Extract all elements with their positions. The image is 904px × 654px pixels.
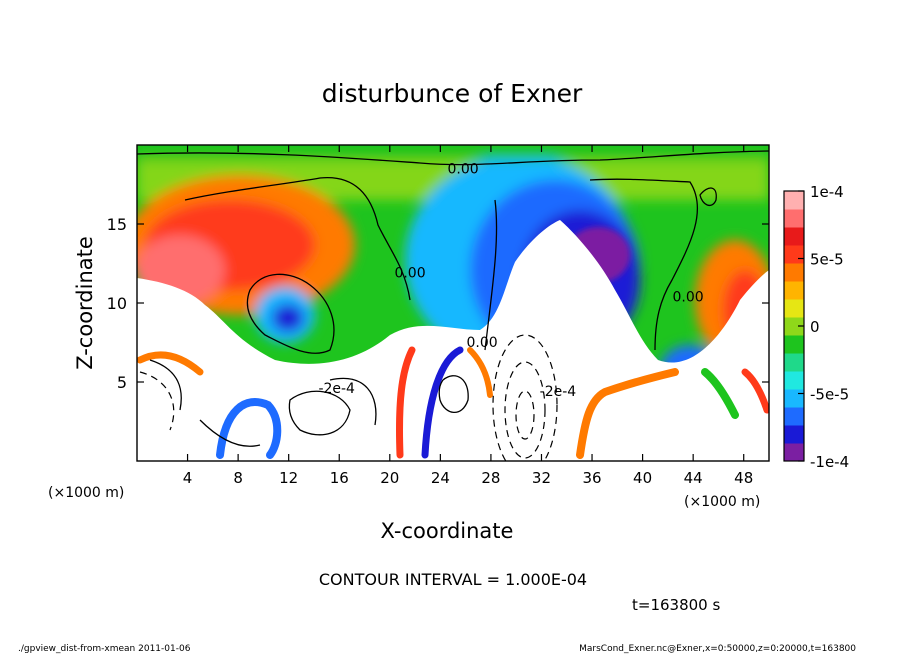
colorbar-swatch bbox=[784, 371, 804, 390]
colorbar-swatch bbox=[784, 209, 804, 228]
colorbar-swatch bbox=[784, 281, 804, 300]
colorbar-swatch bbox=[784, 191, 804, 210]
footer-left: ./gpview_dist-from-xmean 2011-01-06 bbox=[18, 644, 191, 654]
colorbar-swatch bbox=[784, 353, 804, 372]
time-label: t=163800 s bbox=[632, 596, 720, 614]
x-tick-label: 4 bbox=[183, 469, 193, 487]
colorbar-swatch bbox=[784, 317, 804, 336]
contour-label: -2e-4 bbox=[318, 381, 355, 397]
colorbar-tick-label: -5e-5 bbox=[810, 386, 849, 404]
colorbar-tick-label: 1e-4 bbox=[810, 183, 844, 201]
colorbar bbox=[783, 190, 805, 462]
contour-label: 0.00 bbox=[448, 161, 479, 177]
x-tick-label: 20 bbox=[380, 469, 399, 487]
contour-interval: CONTOUR INTERVAL = 1.000E-04 bbox=[319, 570, 587, 589]
x-axis-unit: (×1000 m) bbox=[684, 494, 760, 510]
footer-right: MarsCond_Exner.nc@Exner,x=0:50000,z=0:20… bbox=[579, 644, 856, 654]
x-tick-label: 24 bbox=[431, 469, 450, 487]
contour-label: 0.00 bbox=[394, 266, 425, 282]
x-axis-ticks: 4 8 12 16 20 24 28 32 36 40 44 48 bbox=[183, 145, 753, 487]
colorbar-swatch bbox=[784, 407, 804, 426]
contour-labels: 0.00 0.00 0.00 0.00 -2e-4 -2e-4 bbox=[318, 161, 703, 400]
contour-label: 0.00 bbox=[673, 289, 704, 305]
colorbar-swatch bbox=[784, 227, 804, 246]
x-tick-label: 8 bbox=[233, 469, 243, 487]
colorbar-swatch bbox=[784, 425, 804, 444]
x-axis-label: X-coordinate bbox=[381, 519, 514, 543]
x-tick-label: 16 bbox=[330, 469, 349, 487]
chart-title: disturbunce of Exner bbox=[322, 79, 583, 108]
colorbar-swatch bbox=[784, 443, 804, 462]
colorbar-swatch bbox=[784, 335, 804, 354]
x-tick-label: 44 bbox=[684, 469, 703, 487]
colorbar-swatch bbox=[784, 245, 804, 264]
x-tick-label: 36 bbox=[582, 469, 601, 487]
colorbar-tick-label: -1e-4 bbox=[810, 453, 849, 471]
x-tick-label: 48 bbox=[734, 469, 753, 487]
x-tick-label: 12 bbox=[279, 469, 298, 487]
colorbar-tick-label: 5e-5 bbox=[810, 251, 844, 269]
contour-label: -2e-4 bbox=[540, 384, 577, 400]
contour-label: 0.00 bbox=[466, 335, 497, 351]
colorbar-swatch bbox=[784, 263, 804, 282]
x-tick-label: 28 bbox=[481, 469, 500, 487]
y-axis-unit: (×1000 m) bbox=[48, 485, 124, 501]
colorbar-tick-label: 0 bbox=[810, 318, 820, 336]
colorbar-swatch bbox=[784, 299, 804, 318]
x-tick-label: 32 bbox=[532, 469, 551, 487]
colorbar-swatch bbox=[784, 389, 804, 408]
y-tick-label: 15 bbox=[107, 215, 127, 234]
contour-field bbox=[137, 145, 769, 461]
colorbar-ticks: 1e-4 5e-5 0 -5e-5 -1e-4 bbox=[798, 183, 849, 471]
y-axis-ticks: 5 10 15 bbox=[107, 215, 769, 392]
x-tick-label: 40 bbox=[633, 469, 652, 487]
y-tick-label: 5 bbox=[117, 373, 127, 392]
y-axis-label: Z-coordinate bbox=[73, 236, 97, 370]
y-tick-label: 10 bbox=[107, 294, 127, 313]
